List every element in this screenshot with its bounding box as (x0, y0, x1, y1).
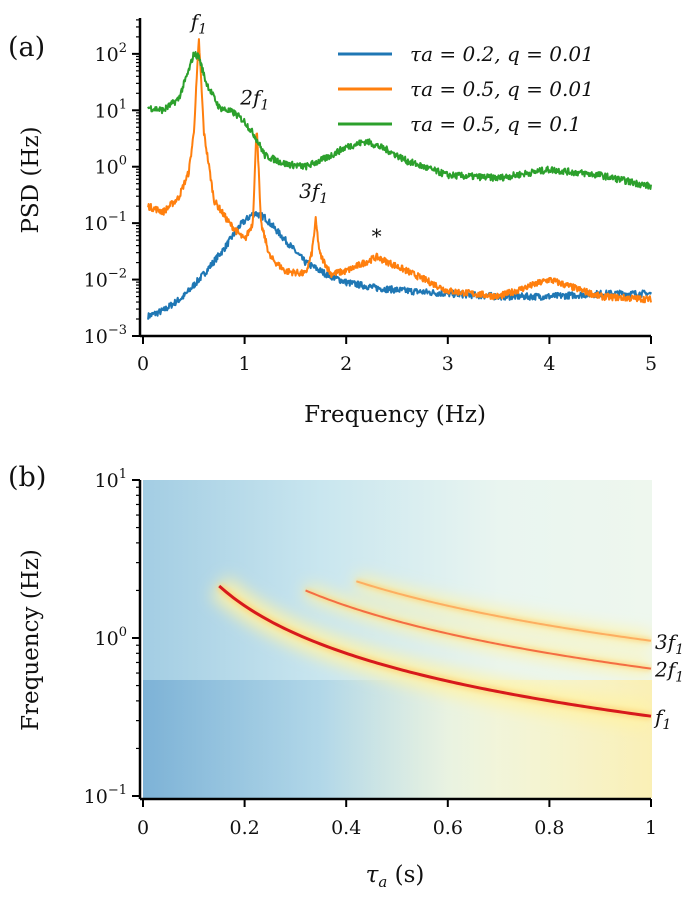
series-line-3 (147, 51, 652, 190)
spectrogram-y-axis-label: Frequency (Hz) (18, 549, 44, 731)
panel-label-a: (a) (8, 32, 45, 63)
spectrogram-x-axis-label: τa (s) (366, 862, 425, 891)
spectrogram-x-tick-label: 0.4 (331, 817, 361, 839)
psd-y-tick-label: 102 (95, 41, 127, 66)
psd-y-axis-label: PSD (Hz) (18, 126, 44, 233)
spectrogram-y-tick-label: 10−1 (84, 783, 127, 808)
psd-y-tick-label: 10−2 (84, 267, 127, 292)
psd-x-tick-label: 5 (645, 353, 657, 375)
ridge-line-1 (218, 584, 652, 718)
peak-annotation: 2f1 (239, 86, 269, 114)
psd-y-tick-label: 10−3 (84, 323, 127, 348)
ridge-line-3 (356, 580, 652, 642)
peak-annotation: f1 (189, 9, 207, 37)
psd-x-tick-label: 2 (340, 353, 352, 375)
spectrogram-y-tick-label: 101 (95, 467, 127, 492)
psd-x-tick-label: 3 (442, 353, 454, 375)
spectrogram-x-tick-label: 0.2 (229, 817, 259, 839)
spectrogram-x-tick-label: 0.8 (534, 817, 564, 839)
psd-lines (147, 38, 652, 320)
spectrogram-x-tick-label: 0 (137, 817, 149, 839)
ridge-lines (218, 580, 652, 718)
psd-x-tick-label: 4 (543, 353, 555, 375)
panel-label-b: (b) (8, 462, 46, 493)
series-line-1 (147, 211, 652, 320)
psd-x-tick-label: 0 (137, 353, 149, 375)
peak-annotation: 3f1 (299, 179, 328, 207)
psd-panel: (a) 0 1 2 3 4 5 10−3 10−2 10−1 100 101 102 f1 2f1 3f1… (8, 9, 657, 428)
ridge-label-1: f1 (653, 705, 671, 733)
series-line-2 (147, 38, 652, 304)
ridge-label-2: 2f1 (654, 658, 684, 686)
spectrogram-heatmap (143, 480, 652, 798)
spectrogram-x-tick-label: 0.6 (433, 817, 463, 839)
psd-legend: τa = 0.2, q = 0.01 τa = 0.5, q = 0.01 τa =… (338, 42, 594, 136)
spectrogram-axes: 0 0.2 0.4 0.6 0.8 1 10−1 100 101 (84, 467, 657, 839)
psd-y-tick-label: 100 (95, 154, 127, 179)
ridge-label-3: 3f1 (655, 630, 684, 658)
psd-y-tick-label: 101 (95, 97, 127, 122)
psd-annotations: f1 2f1 3f1 * (189, 9, 382, 247)
psd-x-axis-label: Frequency (Hz) (304, 402, 486, 428)
ridge-line-2 (305, 589, 652, 670)
legend-entry: τa = 0.2, q = 0.01 (410, 42, 594, 66)
spectrogram-x-tick-label: 1 (645, 817, 657, 839)
legend-entry: τa = 0.5, q = 0.01 (410, 77, 594, 101)
peak-annotation: * (372, 224, 382, 248)
psd-x-tick-label: 1 (239, 353, 251, 375)
spectrogram-y-tick-label: 100 (95, 625, 127, 650)
psd-axes: 0 1 2 3 4 5 10−3 10−2 10−1 100 101 102 (84, 18, 657, 375)
legend-entry: τa = 0.5, q = 0.1 (410, 112, 581, 136)
psd-y-tick-label: 10−1 (84, 210, 127, 235)
